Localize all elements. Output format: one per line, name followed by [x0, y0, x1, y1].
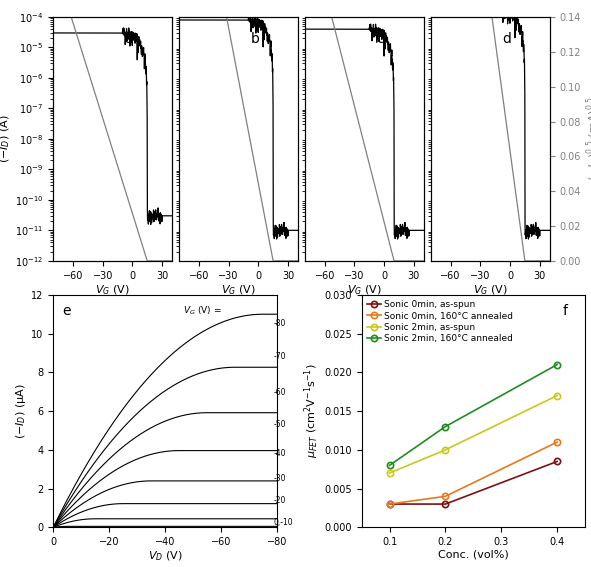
Text: -80: -80: [274, 319, 286, 328]
Line: Sonic 2min, as-spun: Sonic 2min, as-spun: [387, 392, 560, 476]
Text: f: f: [563, 304, 568, 318]
Line: Sonic 2min, 160°C annealed: Sonic 2min, 160°C annealed: [387, 361, 560, 468]
Line: Sonic 0min, as-spun: Sonic 0min, as-spun: [387, 458, 560, 507]
Text: a: a: [125, 32, 133, 45]
Text: -70: -70: [274, 352, 287, 361]
X-axis label: $V_G$ (V): $V_G$ (V): [221, 284, 256, 297]
Sonic 2min, 160°C annealed: [554, 361, 561, 368]
X-axis label: $V_G$ (V): $V_G$ (V): [95, 284, 130, 297]
Sonic 0min, 160°C annealed: [442, 493, 449, 500]
X-axis label: $V_D$ (V): $V_D$ (V): [148, 550, 183, 564]
Y-axis label: $(-I_D)^{0.5}$ (mA)$^{0.5}$: $(-I_D)^{0.5}$ (mA)$^{0.5}$: [585, 96, 591, 181]
Y-axis label: $(-I_D)$ (μA): $(-I_D)$ (μA): [14, 383, 28, 439]
Text: -60: -60: [274, 388, 287, 397]
Text: $V_G$ (V) =: $V_G$ (V) =: [183, 304, 222, 316]
Legend: Sonic 0min, as-spun, Sonic 0min, 160°C annealed, Sonic 2min, as-spun, Sonic 2min: Sonic 0min, as-spun, Sonic 0min, 160°C a…: [366, 299, 514, 344]
Sonic 2min, 160°C annealed: [386, 462, 393, 469]
X-axis label: $V_G$ (V): $V_G$ (V): [473, 284, 508, 297]
Y-axis label: $\mu_{FET}$ (cm$^2$V$^{-1}$s$^{-1}$): $\mu_{FET}$ (cm$^2$V$^{-1}$s$^{-1}$): [303, 364, 322, 458]
Sonic 2min, as-spun: [442, 446, 449, 453]
Line: Sonic 0min, 160°C annealed: Sonic 0min, 160°C annealed: [387, 439, 560, 507]
Sonic 0min, 160°C annealed: [554, 439, 561, 446]
Sonic 0min, as-spun: [554, 458, 561, 465]
Text: -50: -50: [274, 420, 287, 429]
Text: c: c: [376, 32, 384, 45]
X-axis label: Conc. (vol%): Conc. (vol%): [438, 550, 509, 560]
Sonic 0min, as-spun: [386, 501, 393, 507]
Sonic 2min, as-spun: [386, 469, 393, 476]
Sonic 0min, 160°C annealed: [386, 501, 393, 507]
Text: e: e: [62, 304, 71, 318]
Sonic 2min, as-spun: [554, 392, 561, 399]
Text: b: b: [251, 32, 259, 45]
Text: 0,-10: 0,-10: [274, 518, 294, 527]
Text: d: d: [502, 32, 511, 45]
Text: -20: -20: [274, 496, 286, 505]
Text: -40: -40: [274, 449, 287, 458]
X-axis label: $V_G$ (V): $V_G$ (V): [347, 284, 382, 297]
Sonic 0min, as-spun: [442, 501, 449, 507]
Text: -30: -30: [274, 475, 287, 484]
Y-axis label: $(-I_D)$ (A): $(-I_D)$ (A): [0, 115, 12, 163]
Sonic 2min, 160°C annealed: [442, 423, 449, 430]
